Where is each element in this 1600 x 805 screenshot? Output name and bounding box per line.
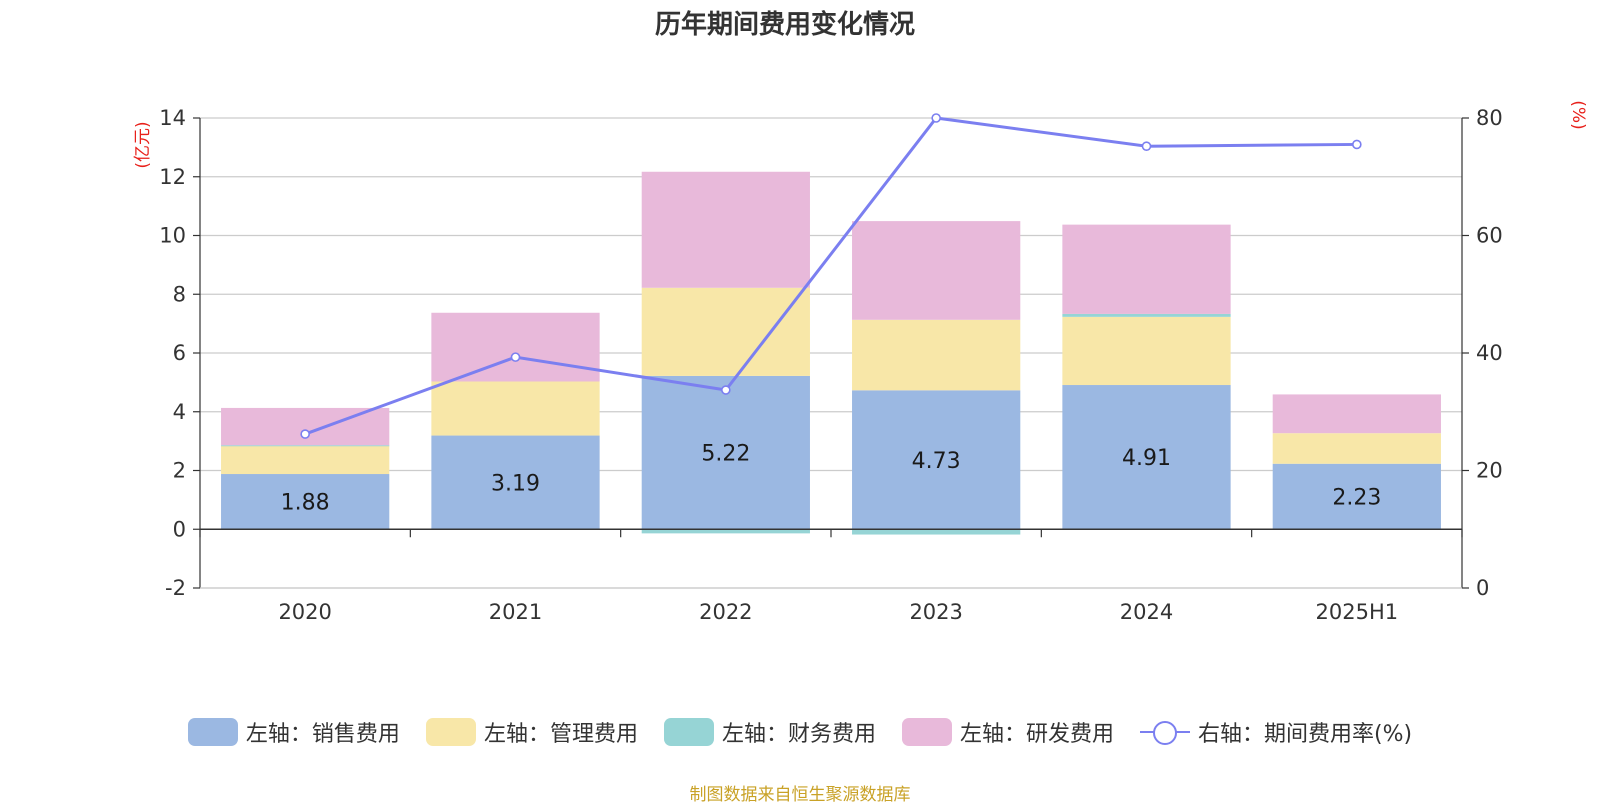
legend-label-sales: 左轴：销售费用 [245,722,400,747]
left-axis-tick-label: 12 [159,165,186,189]
left-axis-tick-label: 0 [173,517,186,541]
rate-line-point [1141,141,1152,151]
legend-item-rnd[interactable]: 左轴：研发费用 [901,716,1114,748]
bar-value-label: 1.88 [281,491,330,516]
rate-line-point [1352,139,1362,150]
legend-label-rate: 右轴：期间费用率(%) [1197,722,1413,747]
bar-admin-2020 [221,445,390,475]
left-axis-tick-label: 10 [159,224,186,248]
legend: 左轴：销售费用 左轴：管理费用 左轴：财务费用 左轴：研发费用 右轴：期间费用率… [0,712,1600,752]
bar-series [221,171,1441,535]
bar-finance-2023 [852,529,1021,535]
data-source-note: 制图数据来自恒生聚源数据库 [689,785,911,805]
legend-item-rate[interactable]: 右轴：期间费用率(%) [1139,716,1413,748]
bar-rnd-2023 [852,221,1021,320]
legend-label-finance: 左轴：财务费用 [721,722,876,747]
grid-lines [200,117,1462,589]
legend-item-finance[interactable]: 左轴：财务费用 [663,716,876,748]
left-axis-tick-label: -2 [165,576,186,600]
legend-label-rnd: 左轴：研发费用 [959,722,1114,747]
bar-finance-2022 [641,529,810,534]
bar-finance-2020 [221,445,390,447]
rate-line-point [510,352,521,362]
right-axis-tick-label: 40 [1476,341,1503,365]
rate-line-point [721,385,731,395]
right-axis-tick-label: 80 [1476,106,1503,130]
left-axis-tick-label: 4 [173,400,186,424]
bar-sales-2020 [221,474,390,530]
bar-admin-2023 [852,319,1021,391]
bar-admin-2022 [641,287,810,376]
bar-value-label: 4.91 [1122,446,1171,471]
bar-rnd-2024 [1062,224,1231,314]
bar-rnd-2021 [431,312,600,382]
bar-sales-2024 [1062,385,1231,530]
rate-line-path [304,116,1357,436]
bar-sales-2025H1 [1272,463,1441,530]
bar-value-labels: 1.88 3.19 5.22 4.73 4.91 2.23 [281,442,1382,516]
legend-swatch-sales [187,718,238,746]
rate-line-point [931,113,941,123]
x-axis-tick-label: 2020 [278,600,331,624]
bar-value-label: 4.73 [912,449,961,474]
legend-swatch-admin [425,718,476,746]
bar-sales-2022 [641,375,810,530]
right-axis-tick-label: 20 [1476,459,1503,483]
x-axis-tick-label: 2023 [909,600,962,624]
left-axis-tick-label: 6 [173,341,186,365]
legend-item-admin[interactable]: 左轴：管理费用 [425,716,638,748]
right-axis-tick-label: 0 [1476,576,1489,600]
right-axis-unit: (%) [1568,100,1588,129]
bar-rnd-2025H1 [1272,394,1441,434]
x-axis-tick-label: 2021 [489,600,542,624]
right-axis-tick-label: 60 [1476,224,1503,248]
x-axis-tick-label: 2024 [1120,600,1173,624]
bar-value-label: 5.22 [701,442,750,467]
bar-sales-2021 [431,435,600,530]
legend-label-admin: 左轴：管理费用 [483,722,638,747]
chart-title: 历年期间费用变化情况 [655,9,915,40]
bar-admin-2024 [1062,316,1231,386]
bar-value-label: 2.23 [1332,485,1381,510]
left-axis-tick-label: 2 [173,459,186,483]
x-axis-tick-label: 2025H1 [1316,600,1399,624]
bar-value-label: 3.19 [491,471,540,496]
rate-line-series [300,113,1362,439]
bar-finance-2024 [1062,313,1231,317]
bar-admin-2021 [431,381,600,436]
legend-line-marker-icon [1139,718,1190,746]
left-axis-tick-label: 14 [159,106,186,130]
bar-sales-2023 [852,390,1021,530]
left-axis-unit: (亿元) [133,121,153,168]
legend-swatch-finance [663,718,714,746]
x-axis-tick-label: 2022 [699,600,752,624]
legend-item-sales[interactable]: 左轴：销售费用 [187,716,400,748]
bar-rnd-2022 [641,171,810,288]
bar-admin-2025H1 [1272,433,1441,464]
rate-line-point [300,429,310,439]
left-axis-tick-label: 8 [173,282,186,306]
legend-swatch-rnd [901,718,952,746]
